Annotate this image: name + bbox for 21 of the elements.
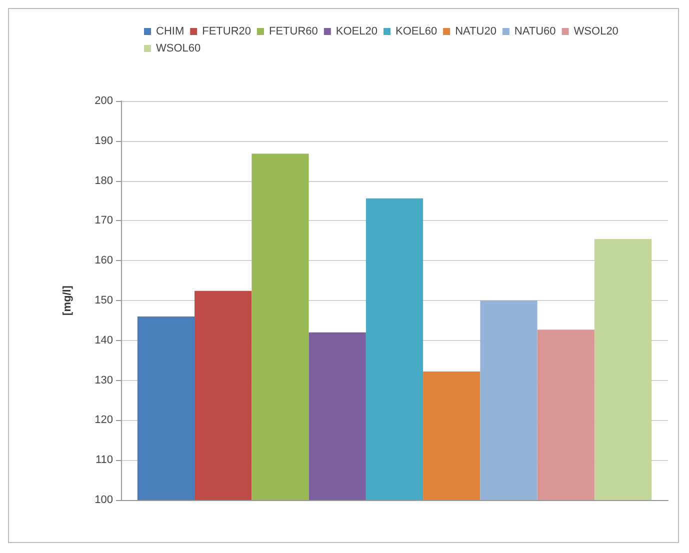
- y-tick-label: 130: [94, 374, 113, 386]
- y-axis-title: [mg/l]: [62, 285, 74, 316]
- y-tick-label: 170: [94, 214, 113, 227]
- y-tick-label: 160: [94, 254, 113, 267]
- y-tick-label: 190: [94, 134, 113, 147]
- y-tick-label: 180: [94, 174, 113, 187]
- y-tick-label: 140: [94, 334, 113, 346]
- legend-label: NATU20: [455, 26, 496, 38]
- y-tick-label: 200: [94, 95, 113, 107]
- y-tick-label: 100: [94, 494, 113, 506]
- legend-label: CHIM: [156, 26, 184, 38]
- legend-label: WSOL20: [574, 26, 618, 38]
- legend-label: KOEL60: [395, 26, 438, 38]
- y-tick-label: 110: [95, 454, 113, 466]
- legend-label: WSOL60: [156, 42, 201, 54]
- y-tick-label: 120: [94, 414, 113, 426]
- legend-label: KOEL20: [336, 26, 378, 38]
- legend-label: FETUR20: [202, 26, 252, 38]
- legend-label: NATU60: [514, 26, 556, 38]
- y-tick-label: 150: [94, 294, 113, 306]
- legend-label: FETUR60: [269, 26, 318, 38]
